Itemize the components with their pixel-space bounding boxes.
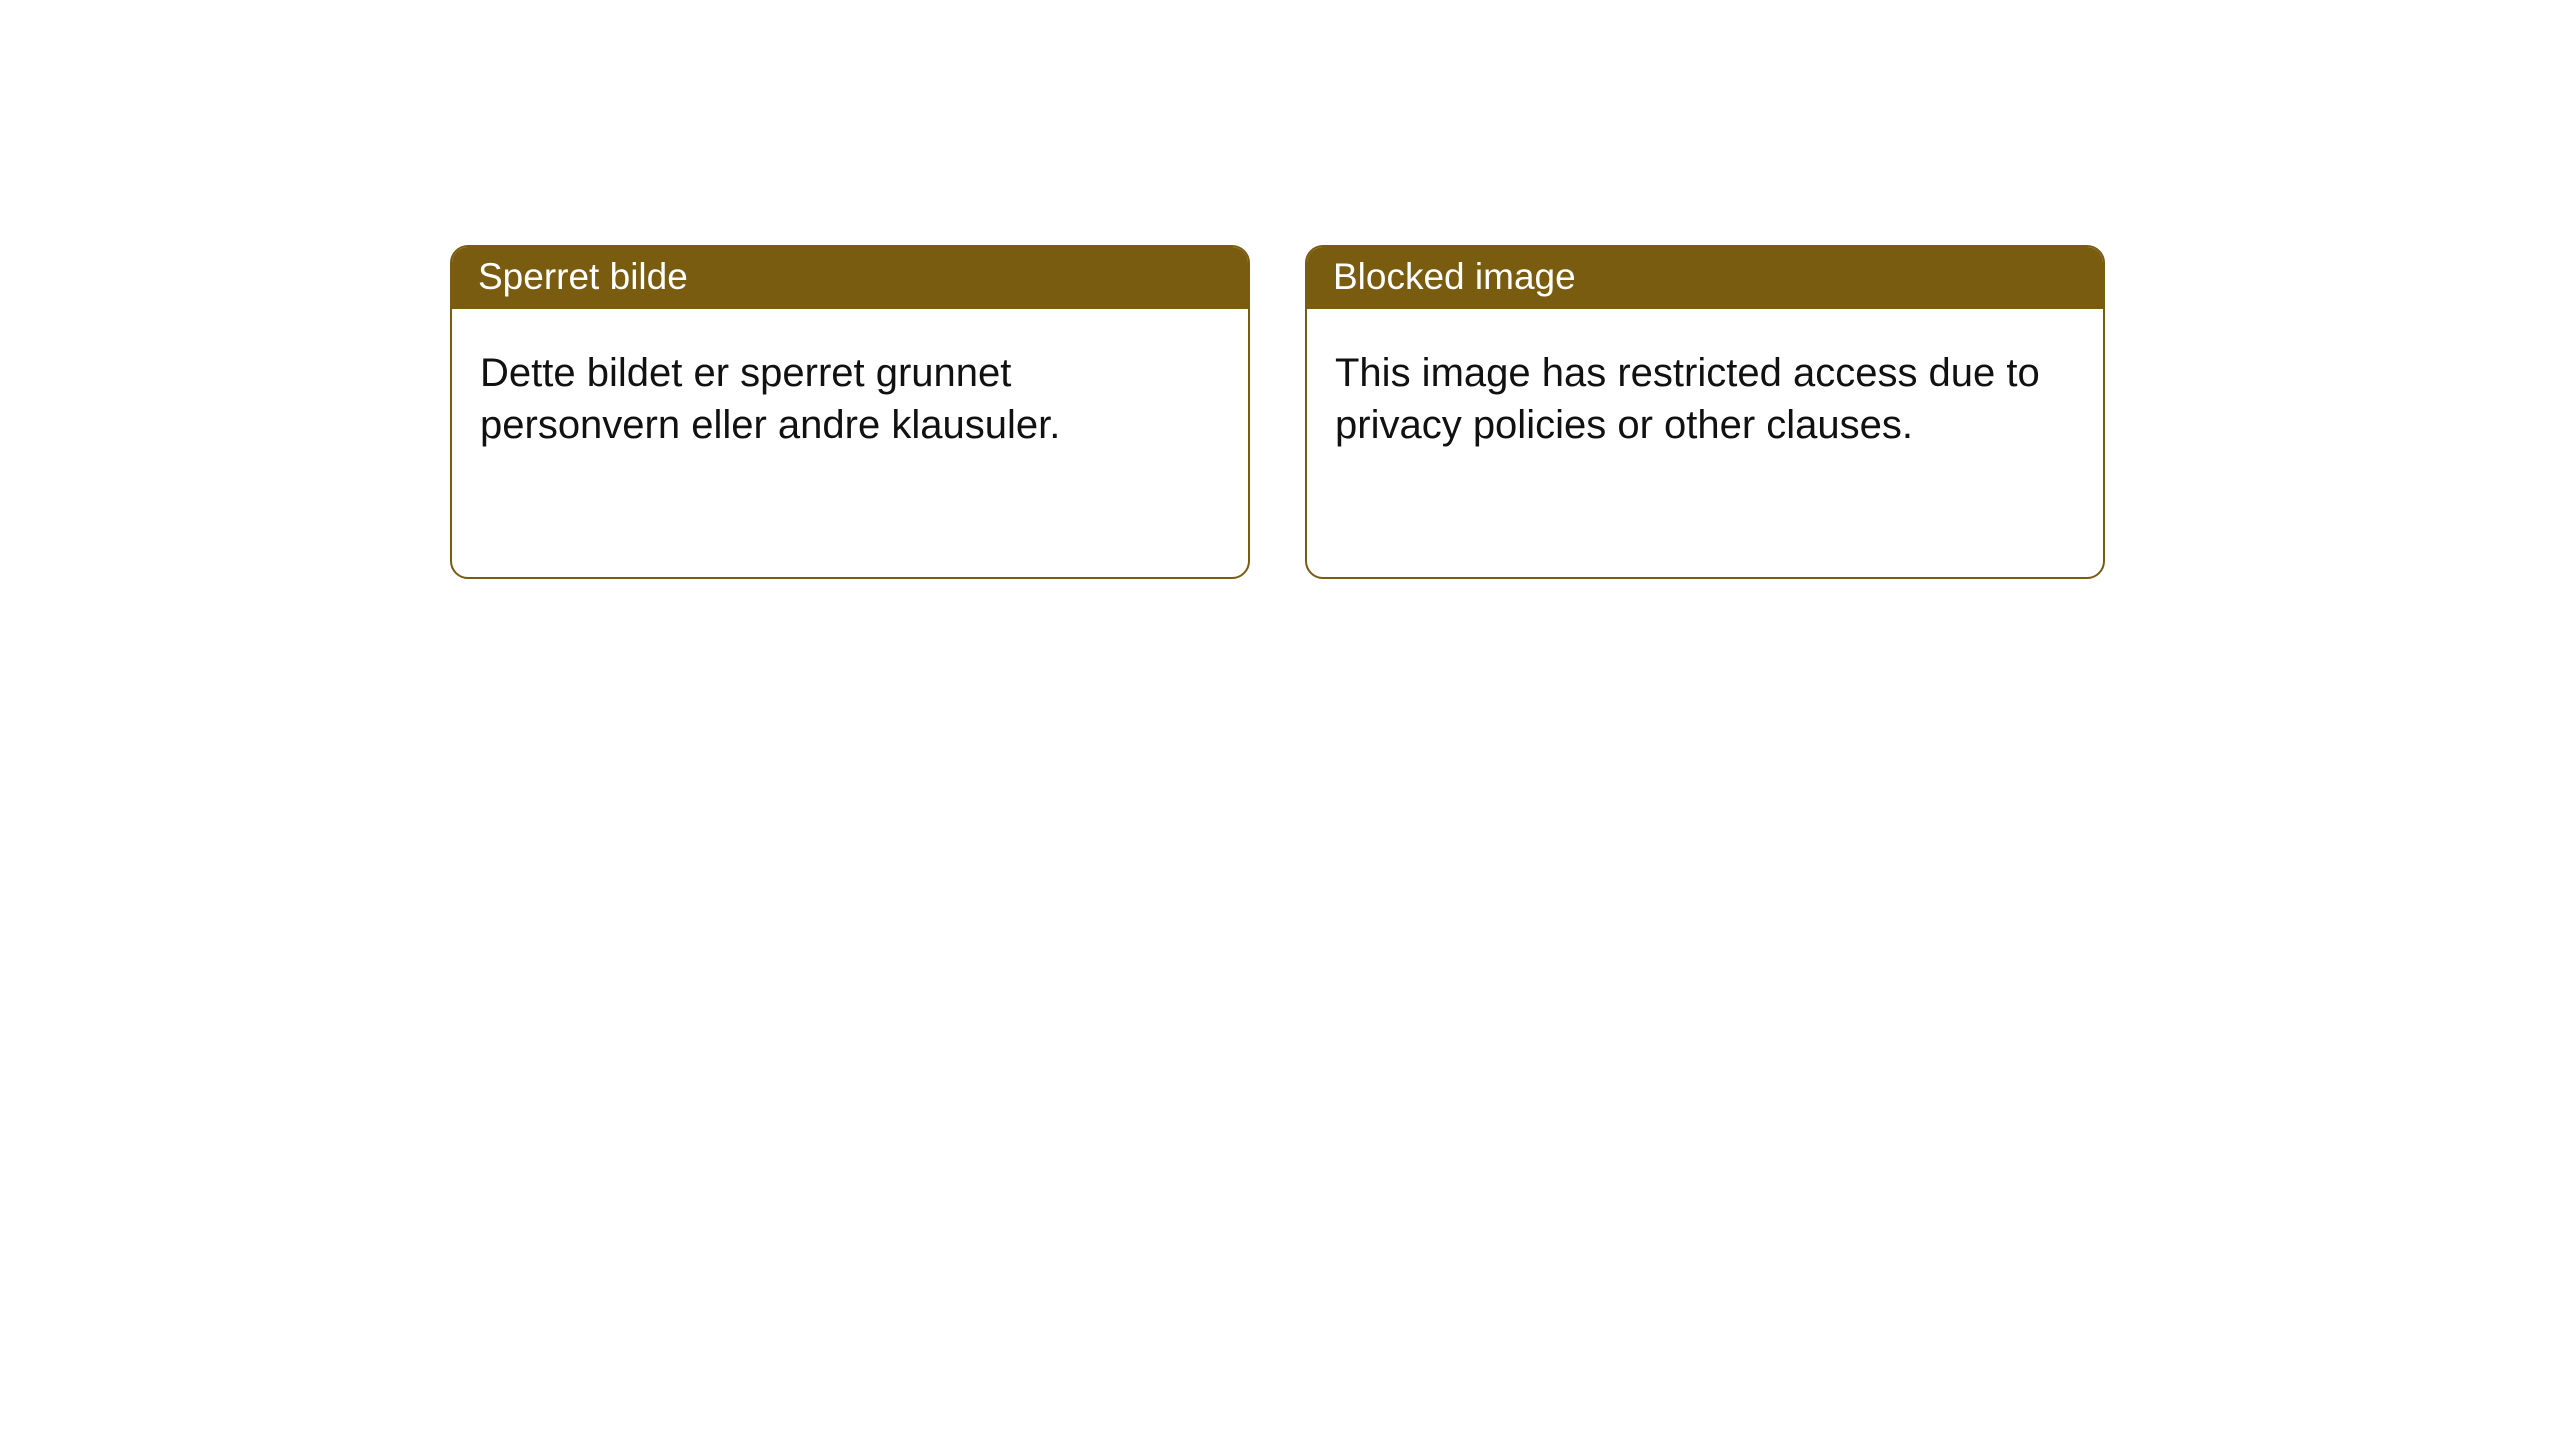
notice-body: Dette bildet er sperret grunnet personve…	[452, 309, 1248, 479]
notice-body: This image has restricted access due to …	[1307, 309, 2103, 479]
notice-card-norwegian: Sperret bilde Dette bildet er sperret gr…	[450, 245, 1250, 579]
notice-card-english: Blocked image This image has restricted …	[1305, 245, 2105, 579]
notice-header: Blocked image	[1307, 247, 2103, 309]
notice-title: Blocked image	[1333, 256, 1576, 297]
notice-body-text: Dette bildet er sperret grunnet personve…	[480, 351, 1060, 447]
notice-title: Sperret bilde	[478, 256, 688, 297]
notice-header: Sperret bilde	[452, 247, 1248, 309]
notices-container: Sperret bilde Dette bildet er sperret gr…	[450, 245, 2105, 579]
notice-body-text: This image has restricted access due to …	[1335, 351, 2040, 447]
